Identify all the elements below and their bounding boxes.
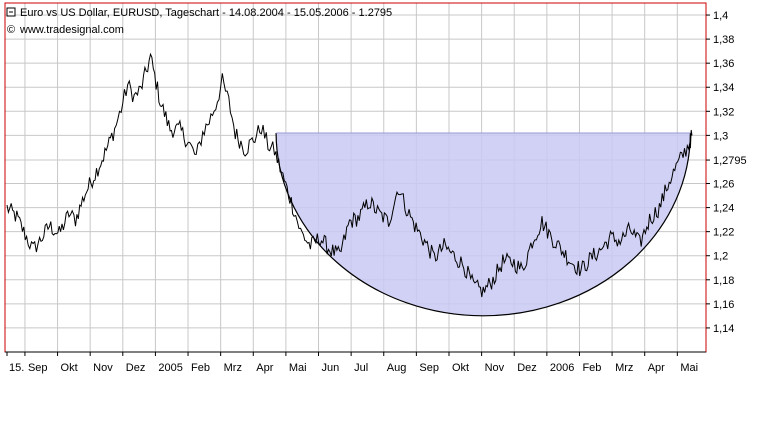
- y-tick-label: 1,14: [713, 323, 734, 335]
- chart: 1,4 1,38 1,36 1,34 1,32 1,3 1,2795 1,26 1,24 1,22…: [4, 2, 747, 374]
- x-tick-label: Mai: [680, 362, 698, 374]
- y-tick-label: 1,32: [713, 106, 734, 118]
- x-tick-label: Nov: [485, 362, 505, 374]
- y-tick-label: 1,3: [713, 130, 728, 142]
- y-tick-label: 1,24: [713, 203, 734, 215]
- y-tick-label: 1,34: [713, 82, 734, 94]
- y-tick-label: 1,26: [713, 179, 734, 191]
- x-tick-label: Jun: [322, 362, 340, 374]
- x-tick-label: Feb: [582, 362, 601, 374]
- y-tick-label: 1,2795: [713, 155, 747, 167]
- y-tick-label: 1,18: [713, 275, 734, 287]
- y-axis: 1,4 1,38 1,36 1,34 1,32 1,3 1,2795 1,26 1,24 1,22…: [706, 10, 747, 335]
- x-tick-label: Dez: [126, 362, 146, 374]
- x-tick-label: Jul: [354, 362, 368, 374]
- x-tick-label: Sep: [28, 362, 48, 374]
- y-tick-label: 1,4: [713, 10, 728, 22]
- x-tick-label: Okt: [452, 362, 469, 374]
- chart-canvas: 1,41,381,361,341,321,31,27951,261,241,22…: [4, 2, 747, 374]
- y-tick-label: 1,36: [713, 58, 734, 70]
- price-series: [6, 52, 693, 298]
- x-tick-label: 15.: [9, 362, 24, 374]
- chart-header: Euro vs US Dollar, EURUSD, Tageschart - …: [6, 7, 392, 36]
- x-tick-label: Feb: [191, 362, 210, 374]
- x-tick-label: Apr: [648, 362, 665, 374]
- x-tick-label: Mrz: [615, 362, 633, 374]
- x-tick-label: Aug: [387, 362, 407, 374]
- x-tick-label: Mai: [289, 362, 307, 374]
- x-tick-label: 2005: [158, 362, 182, 374]
- x-tick-label: Okt: [61, 362, 78, 374]
- x-tick-label: Nov: [93, 362, 113, 374]
- source-label: www.tradesignal.com: [19, 24, 124, 36]
- x-tick-label: Dez: [517, 362, 537, 374]
- x-axis: 15. Sep Okt Nov Dez 2005 Feb Mrz Apr Mai Jun Jul Aug…: [5, 351, 706, 374]
- x-tick-label: Mrz: [224, 362, 242, 374]
- x-tick-label: 2006: [550, 362, 574, 374]
- y-tick-label: 1,2: [713, 251, 728, 263]
- copyright-icon: ©: [7, 24, 15, 36]
- y-tick-label: 1,38: [713, 34, 734, 46]
- x-tick-label: Sep: [419, 362, 439, 374]
- price-line: [6, 52, 693, 298]
- cup-arc: [275, 132, 691, 317]
- y-tick-label: 1,16: [713, 299, 734, 311]
- y-tick-label: 1,22: [713, 227, 734, 239]
- chart-title: Euro vs US Dollar, EURUSD, Tageschart - …: [20, 7, 392, 19]
- x-tick-label: Apr: [256, 362, 273, 374]
